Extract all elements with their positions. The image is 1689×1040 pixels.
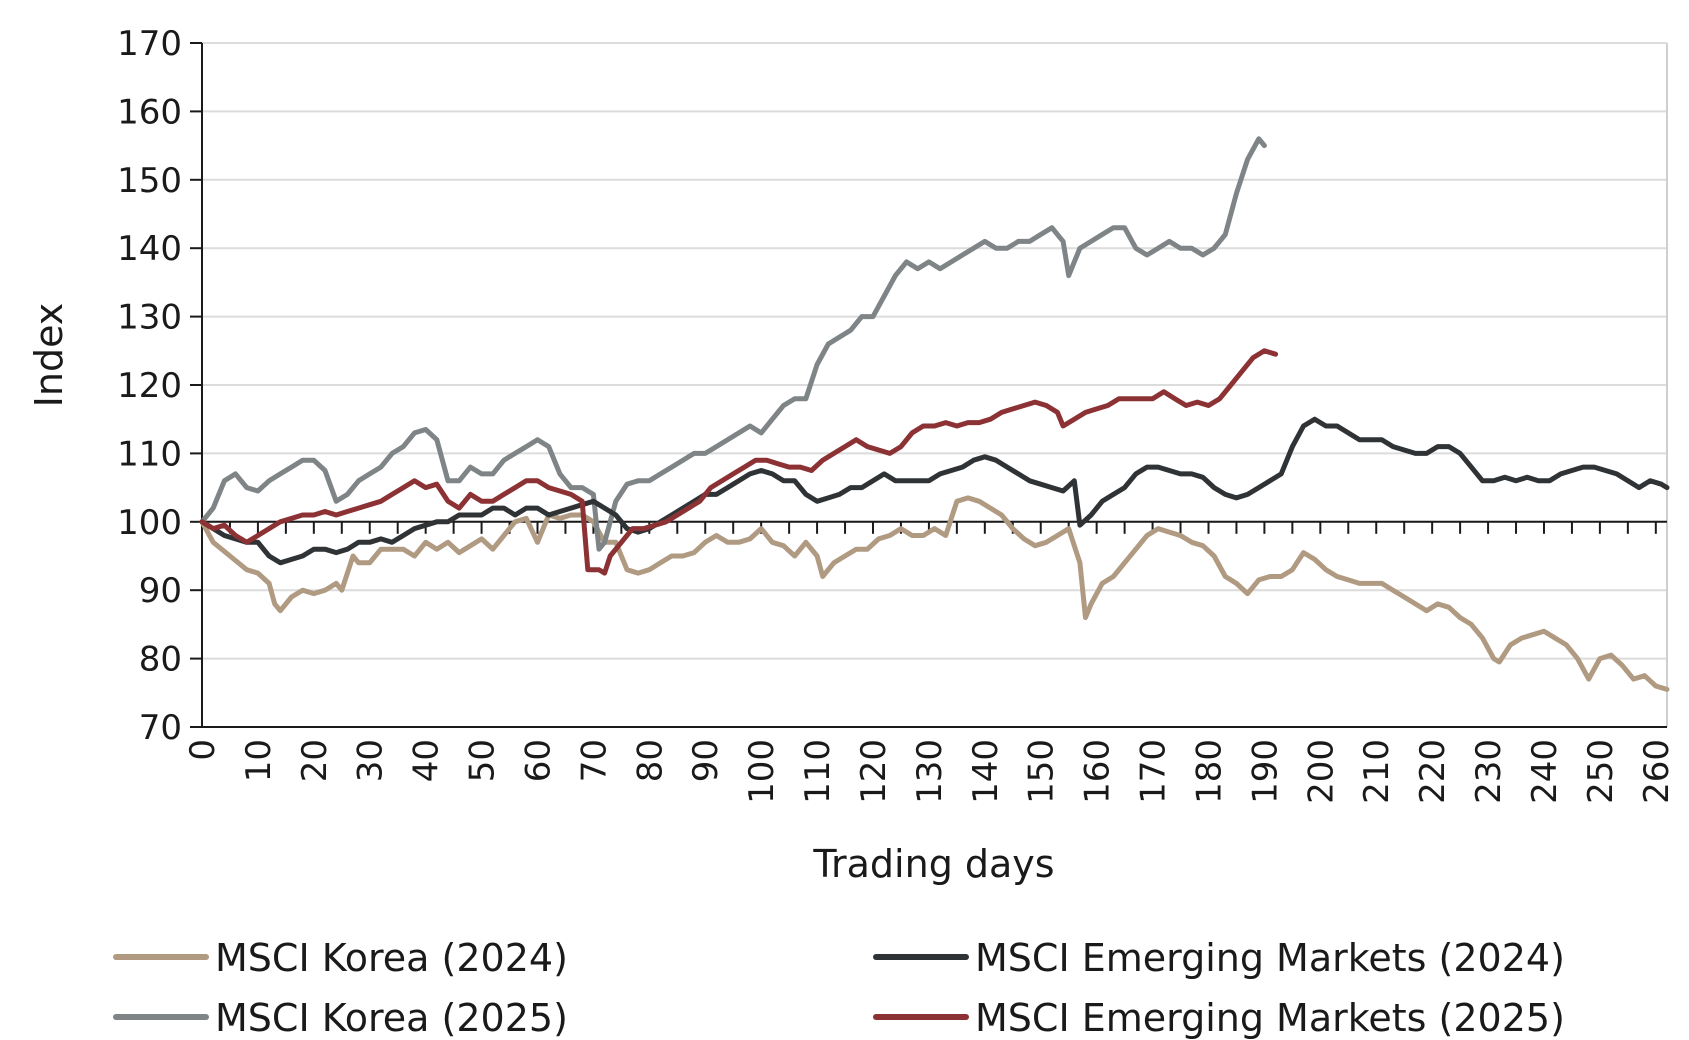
x-tick-label: 10 — [239, 739, 279, 782]
series-line-1 — [199, 136, 1267, 552]
series-line-3 — [199, 348, 1279, 576]
legend-label-em-2025: MSCI Emerging Markets (2025) — [975, 996, 1565, 1040]
y-tick-label: 70 — [139, 708, 182, 748]
x-tick-label: 230 — [1469, 739, 1509, 804]
x-tick-label: 80 — [630, 739, 670, 782]
y-tick-label: 170 — [117, 24, 182, 64]
x-axis-ticks: 0 10 20 30 40 50 60 70 80 90 100 110 120 130 140 150 160… — [183, 521, 1677, 804]
x-axis-title: Trading days — [812, 842, 1054, 886]
y-axis-title: Index — [27, 303, 71, 408]
y-tick-label: 160 — [117, 92, 182, 132]
x-tick-label: 50 — [463, 739, 503, 782]
y-tick-label: 110 — [117, 434, 182, 474]
x-tick-label: 260 — [1637, 739, 1677, 804]
x-tick-label: 100 — [742, 739, 782, 804]
series-lines — [199, 136, 1670, 692]
y-tick-label: 130 — [117, 298, 182, 338]
y-tick-label: 140 — [117, 229, 182, 269]
x-tick-label: 200 — [1301, 739, 1341, 804]
x-tick-label: 20 — [295, 739, 335, 782]
x-tick-label: 150 — [1022, 739, 1062, 804]
gridlines — [202, 42, 1667, 660]
x-tick-label: 60 — [518, 739, 558, 782]
legend-label-korea-2025: MSCI Korea (2025) — [215, 996, 568, 1040]
y-tick-label: 120 — [117, 366, 182, 406]
legend: MSCI Korea (2024) MSCI Korea (2025) MSCI… — [113, 936, 1565, 1040]
series-line-0 — [199, 495, 1670, 692]
x-tick-label: 160 — [1078, 739, 1118, 804]
x-tick-label: 250 — [1581, 739, 1621, 804]
y-axis-ticks: 70 80 90 100 110 120 130 140 150 160 170 — [117, 24, 202, 748]
x-tick-label: 190 — [1245, 739, 1285, 804]
x-tick-label: 130 — [910, 739, 950, 804]
x-tick-label: 120 — [854, 739, 894, 804]
x-tick-label: 30 — [351, 739, 391, 782]
y-tick-label: 80 — [139, 640, 182, 680]
x-tick-label: 140 — [966, 739, 1006, 804]
x-tick-label: 210 — [1357, 739, 1397, 804]
legend-label-em-2024: MSCI Emerging Markets (2024) — [975, 936, 1565, 980]
x-tick-label: 0 — [183, 739, 223, 761]
x-tick-label: 90 — [686, 739, 726, 782]
y-tick-label: 150 — [117, 161, 182, 201]
y-tick-label: 90 — [139, 571, 182, 611]
x-tick-label: 40 — [407, 739, 447, 782]
legend-label-korea-2024: MSCI Korea (2024) — [215, 936, 568, 980]
x-tick-label: 110 — [798, 739, 838, 804]
x-tick-label: 240 — [1525, 739, 1565, 804]
x-tick-label: 180 — [1189, 739, 1229, 804]
x-tick-label: 220 — [1413, 739, 1453, 804]
x-tick-label: 70 — [574, 739, 614, 782]
y-tick-label: 100 — [117, 503, 182, 543]
x-tick-label: 170 — [1134, 739, 1174, 804]
series-line-2 — [199, 416, 1670, 566]
